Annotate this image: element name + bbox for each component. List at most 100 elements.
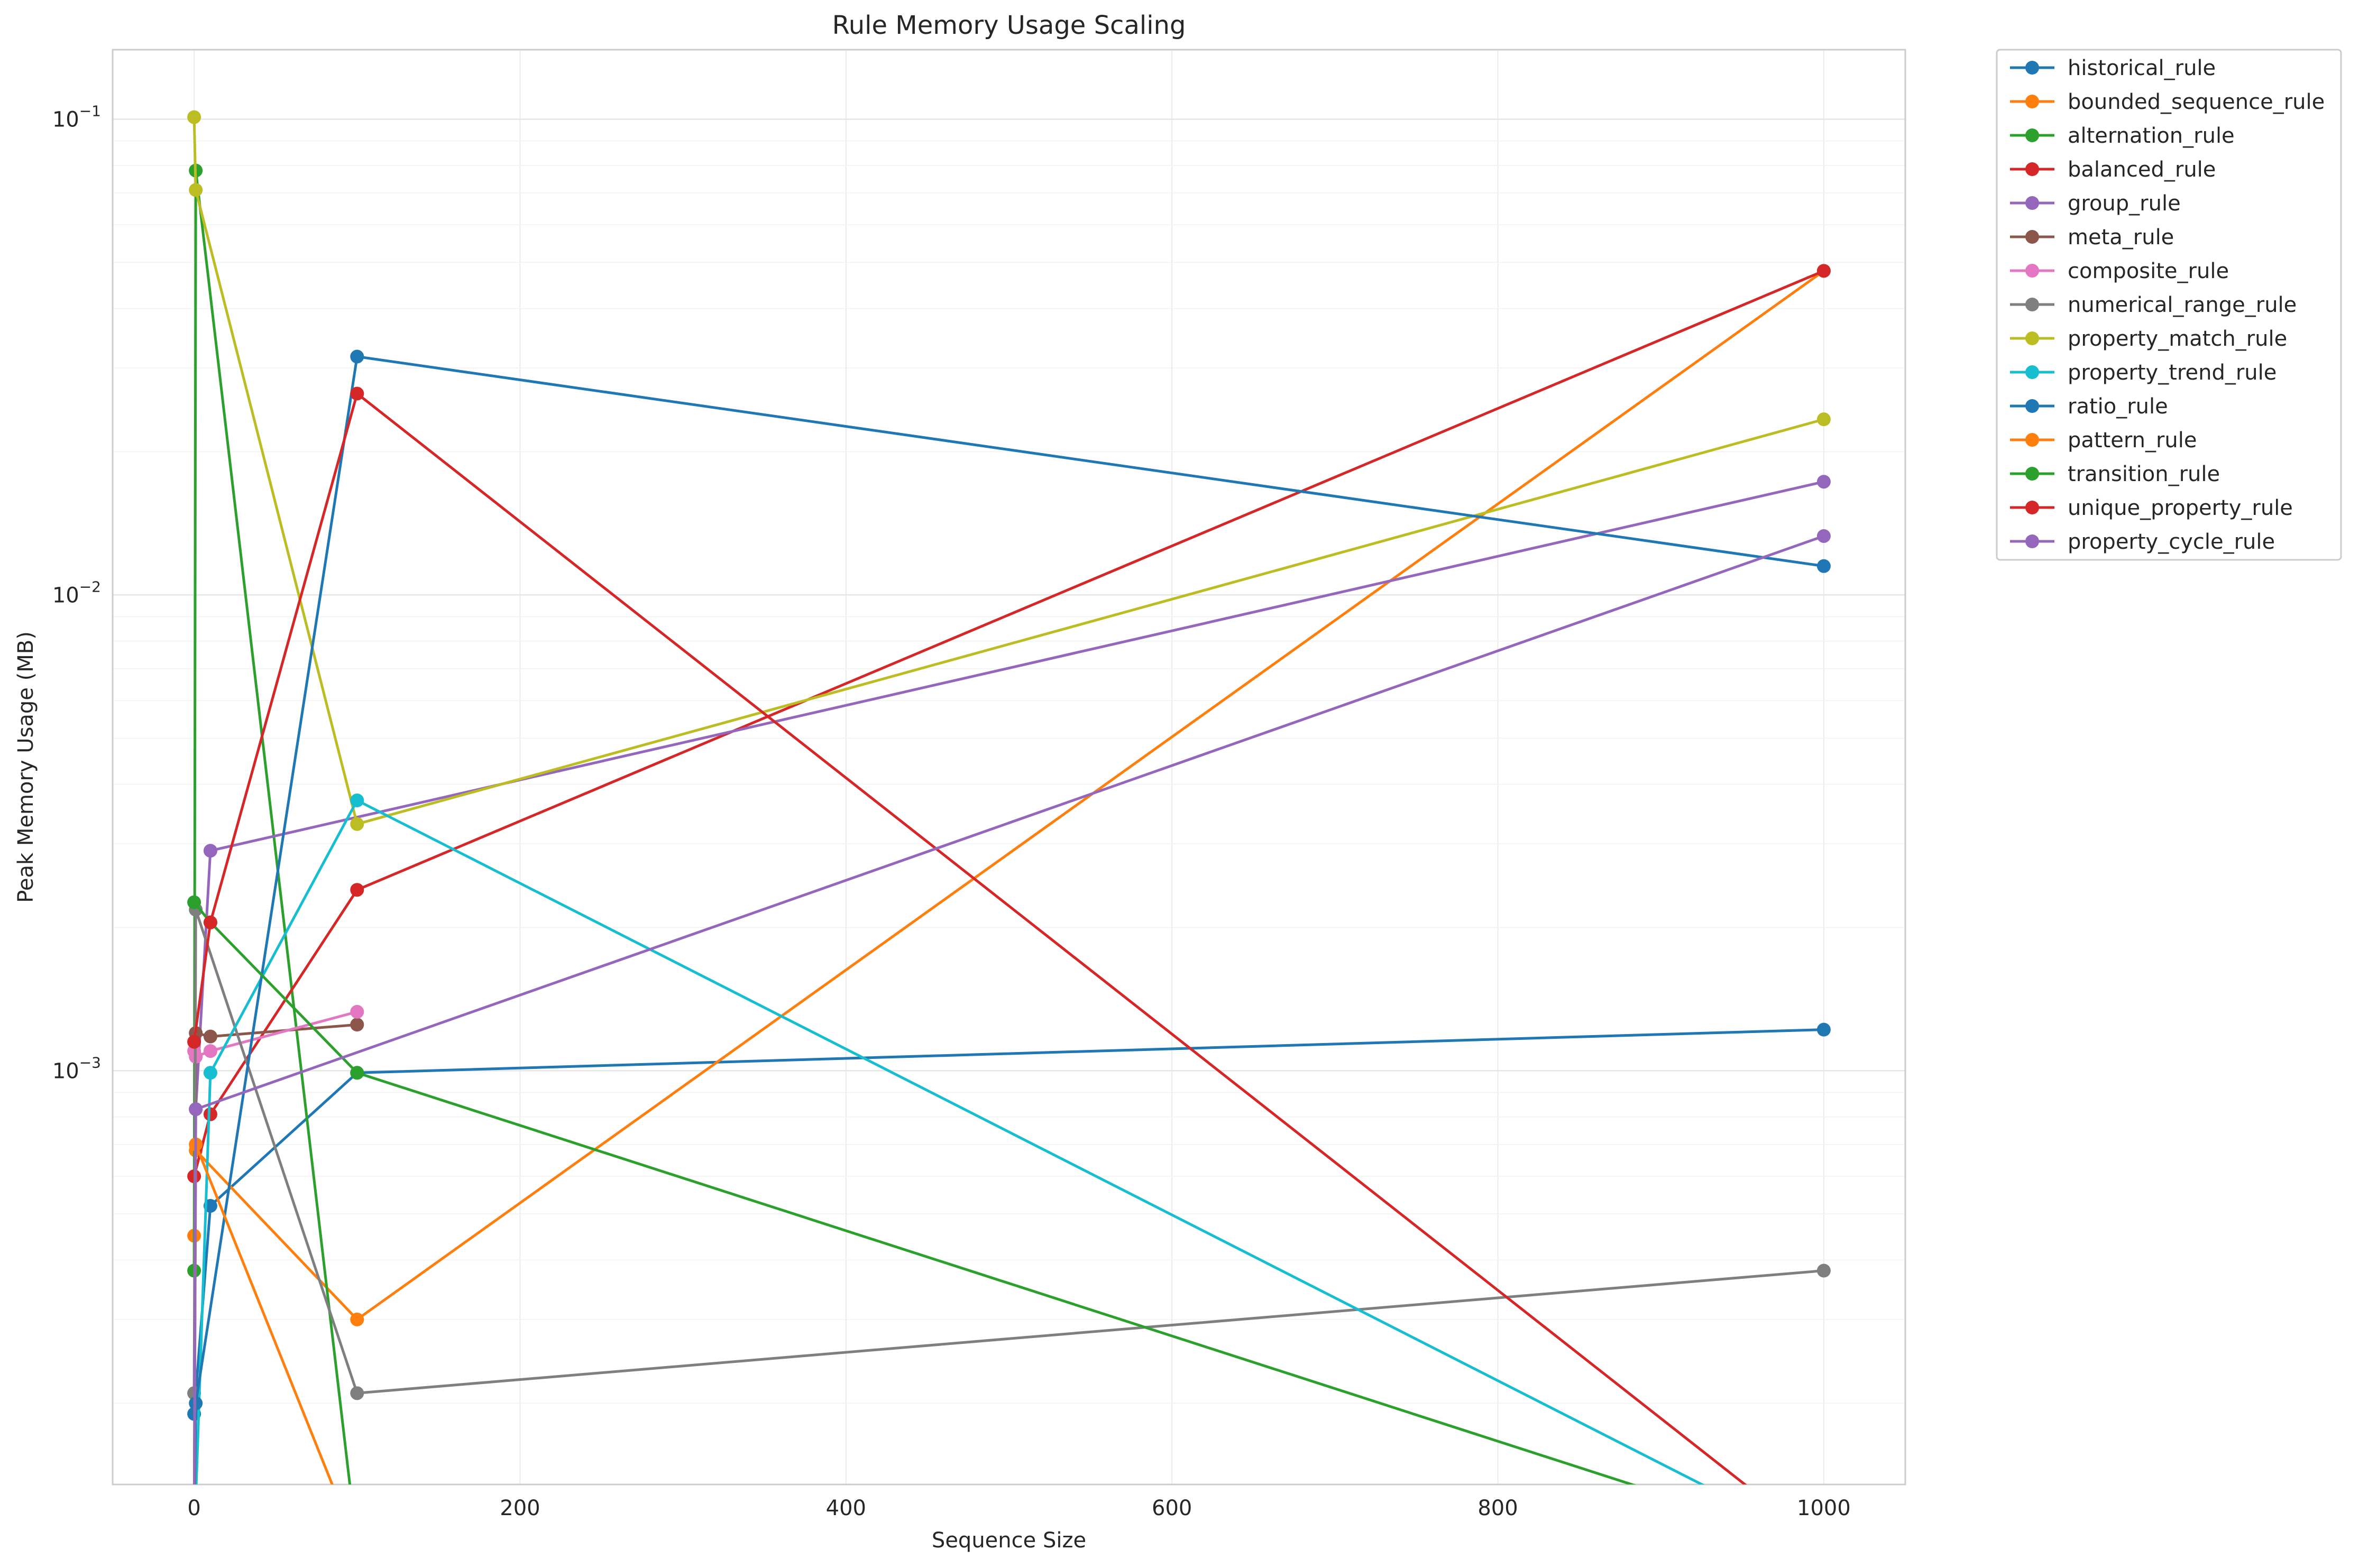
data-point bbox=[189, 1102, 203, 1117]
data-point bbox=[203, 844, 217, 858]
x-tick-label: 400 bbox=[826, 1496, 866, 1520]
legend-label: group_rule bbox=[2068, 191, 2181, 216]
data-point bbox=[203, 915, 217, 929]
series-line bbox=[192, 169, 352, 1484]
data-point bbox=[187, 1539, 201, 1553]
legend-item: numerical_range_rule bbox=[2010, 293, 2297, 317]
x-axis-title: Sequence Size bbox=[932, 1528, 1086, 1553]
data-point bbox=[187, 1539, 201, 1553]
y-tick-label: 10−3 bbox=[52, 1054, 101, 1083]
data-point bbox=[1816, 264, 1831, 278]
legend-marker bbox=[2025, 399, 2039, 413]
legend-marker bbox=[2025, 433, 2039, 447]
data-point bbox=[203, 1107, 217, 1121]
data-point bbox=[203, 1066, 217, 1080]
data-point bbox=[187, 1539, 201, 1553]
data-point bbox=[1817, 1539, 1831, 1553]
legend-label: property_match_rule bbox=[2068, 327, 2287, 351]
data-point bbox=[1817, 1539, 1831, 1553]
plot-frame bbox=[112, 49, 1906, 1486]
x-tick-label: 0 bbox=[187, 1496, 200, 1520]
data-point bbox=[350, 349, 364, 364]
x-axis-ticks: 0 200 400 600 800 1000 bbox=[187, 1496, 1850, 1520]
legend-item: unique_property_rule bbox=[2010, 496, 2293, 520]
series-unique_property_rule bbox=[187, 386, 1831, 1553]
data-point bbox=[350, 817, 364, 831]
data-point bbox=[1817, 1539, 1831, 1553]
data-point bbox=[1816, 412, 1831, 427]
legend-label: property_cycle_rule bbox=[2068, 530, 2275, 554]
series-property_match_rule bbox=[187, 110, 1831, 831]
y-tick-label: 10−1 bbox=[52, 103, 101, 132]
legend-item: historical_rule bbox=[2010, 56, 2216, 80]
legend-label: historical_rule bbox=[2068, 56, 2216, 80]
legend-marker bbox=[2025, 61, 2039, 75]
data-point bbox=[1816, 529, 1831, 543]
legend-item: group_rule bbox=[2010, 191, 2181, 216]
legend-label: alternation_rule bbox=[2068, 124, 2235, 148]
grid-lines bbox=[113, 50, 1905, 1484]
data-point bbox=[187, 1539, 201, 1553]
legend-label: pattern_rule bbox=[2068, 428, 2197, 453]
legend-item: composite_rule bbox=[2010, 259, 2229, 283]
data-point bbox=[350, 1539, 364, 1553]
data-point bbox=[350, 1004, 364, 1019]
legend-label: transition_rule bbox=[2068, 462, 2220, 486]
legend-label: meta_rule bbox=[2068, 225, 2174, 250]
legend-frame bbox=[1996, 49, 2342, 561]
legend-item: meta_rule bbox=[2010, 225, 2174, 250]
data-point bbox=[1816, 1022, 1831, 1037]
x-tick-label: 200 bbox=[500, 1496, 540, 1520]
legend-marker bbox=[2025, 501, 2039, 514]
data-point bbox=[187, 1539, 201, 1553]
data-point bbox=[1817, 1539, 1831, 1553]
data-point bbox=[203, 1029, 217, 1044]
legend-item: bounded_sequence_rule bbox=[2010, 90, 2325, 114]
series-property_cycle_rule bbox=[187, 529, 1831, 1553]
legend-label: bounded_sequence_rule bbox=[2068, 90, 2325, 114]
legend-label: composite_rule bbox=[2068, 259, 2229, 283]
legend-marker bbox=[2025, 230, 2039, 244]
series-line bbox=[192, 117, 1824, 826]
legend-marker bbox=[2025, 467, 2039, 481]
y-tick-label: 10−2 bbox=[52, 578, 101, 607]
series-line bbox=[192, 392, 1747, 1484]
y-axis-title: Peak Memory Usage (MB) bbox=[14, 631, 38, 903]
legend-label: balanced_rule bbox=[2068, 158, 2216, 182]
data-point bbox=[203, 1044, 217, 1058]
data-point bbox=[187, 110, 201, 124]
data-point bbox=[1816, 1263, 1831, 1278]
series-line bbox=[195, 799, 1705, 1484]
legend-marker bbox=[2025, 162, 2039, 176]
legend-marker bbox=[2025, 128, 2039, 142]
legend-marker bbox=[2025, 95, 2039, 108]
series-property_trend_rule bbox=[187, 794, 1831, 1553]
data-point bbox=[350, 1386, 364, 1400]
x-tick-label: 800 bbox=[1477, 1496, 1518, 1520]
legend-item: alternation_rule bbox=[2010, 124, 2235, 148]
legend-marker bbox=[2025, 298, 2039, 311]
y-axis-ticks: 10−3 10−2 10−1 bbox=[52, 103, 101, 1084]
legend-marker bbox=[2025, 196, 2039, 210]
data-point bbox=[350, 1312, 364, 1326]
legend-label: numerical_range_rule bbox=[2068, 293, 2297, 317]
data-point bbox=[350, 1018, 364, 1032]
legend-label: unique_property_rule bbox=[2068, 496, 2293, 520]
legend-label: ratio_rule bbox=[2068, 394, 2168, 419]
data-point bbox=[1817, 1539, 1831, 1553]
data-point bbox=[350, 386, 364, 401]
series-layer bbox=[187, 110, 1831, 1553]
legend-marker bbox=[2025, 264, 2039, 278]
legend-marker bbox=[2025, 534, 2039, 548]
x-tick-label: 1000 bbox=[1797, 1496, 1851, 1520]
series-line bbox=[193, 901, 1636, 1484]
data-point bbox=[350, 883, 364, 897]
data-point bbox=[350, 1066, 364, 1080]
data-point bbox=[1816, 559, 1831, 573]
legend-item: property_trend_rule bbox=[2010, 361, 2277, 385]
data-point bbox=[187, 895, 201, 909]
chart-title: Rule Memory Usage Scaling bbox=[832, 11, 1186, 40]
data-point bbox=[350, 794, 364, 808]
data-point bbox=[187, 1035, 201, 1049]
